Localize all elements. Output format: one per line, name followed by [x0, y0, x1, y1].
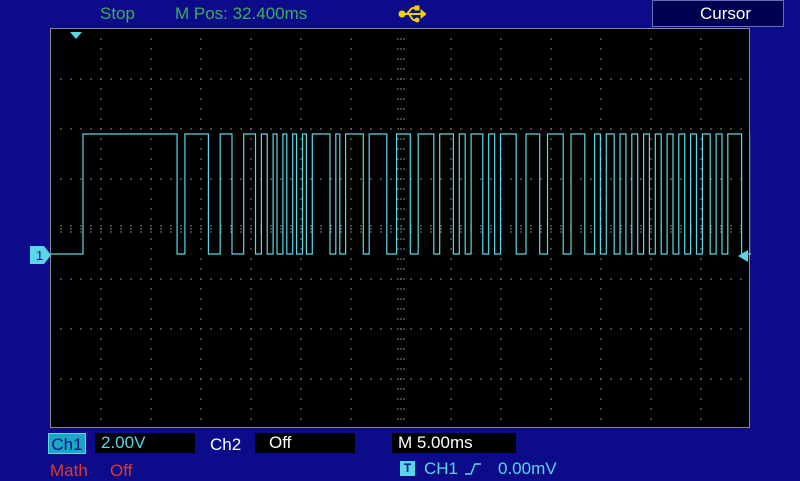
trigger-level-marker[interactable] — [738, 250, 748, 262]
usb-icon — [398, 5, 426, 23]
run-state-label: Stop — [100, 4, 135, 23]
cursor-softkey[interactable]: Cursor — [652, 0, 784, 27]
ch2-label[interactable]: Ch2 — [210, 435, 242, 454]
trigger-icon: T — [400, 461, 415, 476]
rising-edge-icon — [465, 463, 481, 475]
ch1-ground-marker-label: 1 — [36, 248, 43, 263]
ch1-trace — [51, 133, 751, 255]
horizontal-position-readout: M Pos: 32.400ms — [175, 4, 308, 23]
ch1-label[interactable]: Ch1 — [48, 433, 86, 454]
graticule — [60, 38, 742, 420]
ch1-scale-readout[interactable]: 2.00V — [95, 433, 195, 453]
waveform-display — [50, 28, 751, 428]
ch1-waveform-line — [51, 133, 751, 255]
trigger-position-marker[interactable] — [70, 32, 82, 40]
trigger-source-readout[interactable]: CH1 — [424, 459, 459, 478]
ch2-state-readout[interactable]: Off — [255, 433, 355, 453]
math-label[interactable]: Math — [50, 461, 88, 480]
ch1-ground-marker[interactable]: 1 — [30, 246, 52, 264]
math-state-readout[interactable]: Off — [110, 461, 133, 480]
trigger-level-readout[interactable]: 0.00mV — [498, 459, 557, 478]
timebase-readout[interactable]: M 5.00ms — [392, 433, 516, 453]
